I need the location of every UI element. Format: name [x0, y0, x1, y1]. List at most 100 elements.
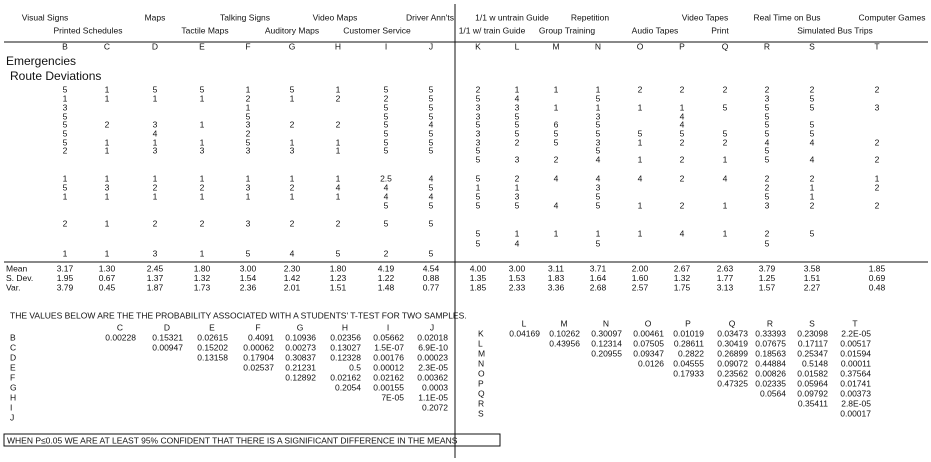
matrix-value: 0.01741 [840, 378, 871, 388]
column-header: Visual Signs [22, 12, 69, 22]
stat-value: 2.45 [147, 263, 164, 273]
cell: 5 [810, 128, 815, 138]
cell: 1 [638, 228, 643, 238]
cell: 5 [153, 84, 158, 94]
matrix-value: 0.43956 [549, 338, 580, 348]
cell: 2 [723, 84, 728, 94]
stat-value: 0.88 [423, 273, 440, 283]
matrix-header: L [522, 318, 527, 328]
stat-value: 2.67 [674, 263, 691, 273]
cell: 4 [384, 191, 389, 201]
cell: 5 [429, 137, 434, 147]
cell: 4 [596, 154, 601, 164]
cell: 5 [384, 218, 389, 228]
matrix-value: 0.26899 [717, 348, 748, 358]
cell: 5 [765, 128, 770, 138]
stat-value: 3.36 [548, 282, 565, 292]
stat-value: 2.27 [804, 282, 821, 292]
matrix-value: 0.00062 [243, 342, 274, 352]
matrix-row-label: I [10, 402, 12, 412]
cell: 1 [290, 191, 295, 201]
cell: 1 [290, 137, 295, 147]
column-header: 1/1 w untrain Guide [475, 12, 549, 22]
cell: 5 [476, 238, 481, 248]
stat-value: 0.67 [99, 273, 116, 283]
cell: 1 [246, 173, 251, 183]
matrix-row-label: Q [478, 388, 485, 398]
cell: 5 [765, 119, 770, 129]
matrix-row-label: N [478, 358, 484, 368]
cell: 3 [476, 137, 481, 147]
stat-value: 3.79 [57, 282, 74, 292]
matrix-value: 0.23562 [717, 368, 748, 378]
cell: 1 [336, 137, 341, 147]
matrix-row-label: H [10, 392, 16, 402]
cell: 5 [336, 248, 341, 258]
column-header: Printed Schedules [54, 25, 123, 35]
matrix-header: P [685, 318, 691, 328]
cell: 1 [515, 84, 520, 94]
matrix-value: 7E-05 [381, 392, 404, 402]
matrix-value: 0.09072 [717, 358, 748, 368]
matrix-value: 0.12314 [591, 338, 622, 348]
column-header: Customer Service [343, 25, 411, 35]
matrix-row-label: O [478, 368, 485, 378]
cell: 5 [384, 128, 389, 138]
matrix-row-label: M [478, 348, 485, 358]
cell: 4 [680, 228, 685, 238]
cell: 1 [810, 191, 815, 201]
matrix-header: D [164, 322, 170, 332]
stat-value: 2.33 [509, 282, 526, 292]
matrix-value: 0.01019 [673, 328, 704, 338]
column-header: Group Training [539, 25, 595, 35]
cell: 5 [63, 119, 68, 129]
stat-value: 1.32 [674, 273, 691, 283]
cell: 3 [290, 145, 295, 155]
column-header: Talking Signs [220, 12, 270, 22]
matrix-header: R [767, 318, 773, 328]
cell: 5 [63, 84, 68, 94]
matrix-value: 0.07505 [633, 338, 664, 348]
cell: 4 [336, 182, 341, 192]
cell: 5 [554, 128, 559, 138]
cell: 3 [596, 111, 601, 121]
cell: 3 [63, 102, 68, 112]
cell: 2 [680, 137, 685, 147]
stat-value: 3.13 [717, 282, 734, 292]
column-header: Driver Ann'ts [406, 12, 454, 22]
column-header: Video Maps [313, 12, 358, 22]
stat-value: 1.83 [548, 273, 565, 283]
cell: 2 [875, 137, 880, 147]
cell: 4 [810, 154, 815, 164]
cell: 1 [554, 102, 559, 112]
matrix-row-label: B [10, 332, 16, 342]
matrix-value: 0.00517 [840, 338, 871, 348]
cell: 1 [105, 248, 110, 258]
cell: 5 [765, 238, 770, 248]
matrix-value: 0.21231 [285, 362, 316, 372]
matrix-value: 0.23098 [797, 328, 828, 338]
cell: 1 [515, 182, 520, 192]
stat-value: 3.17 [57, 263, 74, 273]
stat-value: 1.48 [378, 282, 395, 292]
cell: 5 [515, 200, 520, 210]
cell: 5 [638, 128, 643, 138]
cell: 5 [765, 102, 770, 112]
matrix-value: 0.13158 [197, 352, 228, 362]
cell: 2 [290, 218, 295, 228]
cell: 5 [429, 102, 434, 112]
cell: 5 [429, 128, 434, 138]
cell: 3 [515, 191, 520, 201]
cell: 2 [810, 84, 815, 94]
matrix-value: 0.00012 [373, 362, 404, 372]
matrix-value: 0.12892 [285, 372, 316, 382]
cell: 1 [246, 84, 251, 94]
cell: 2 [153, 182, 158, 192]
cell: 2 [875, 84, 880, 94]
cell: 5 [476, 191, 481, 201]
cell: 4 [680, 119, 685, 129]
stat-value: 1.37 [147, 273, 164, 283]
cell: 3 [246, 218, 251, 228]
cell: 5 [596, 119, 601, 129]
